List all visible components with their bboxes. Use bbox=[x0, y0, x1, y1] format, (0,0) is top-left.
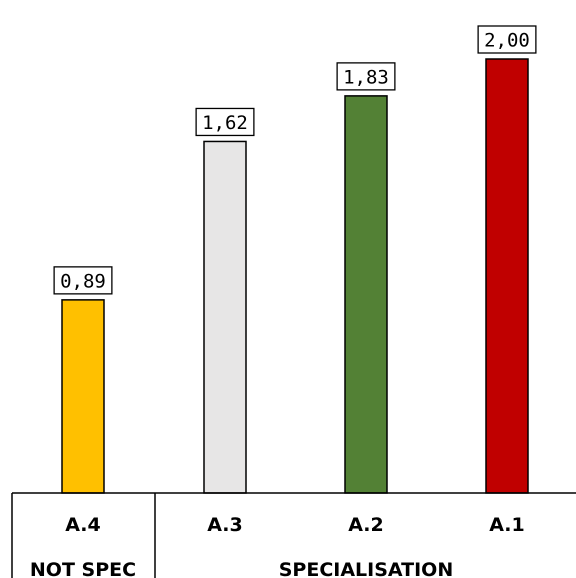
value-label: 0,89 bbox=[60, 270, 106, 292]
category-label: A.2 bbox=[348, 514, 384, 536]
category-label: A.4 bbox=[65, 514, 101, 536]
bar-a1 bbox=[485, 58, 529, 494]
bar-a3 bbox=[203, 140, 247, 494]
value-label: 1,83 bbox=[343, 66, 389, 88]
value-label-box bbox=[53, 266, 113, 295]
category-axis bbox=[11, 492, 576, 578]
value-labels-layer: 0,89 1,62 1,83 2,00 bbox=[53, 25, 537, 295]
value-label-box bbox=[477, 25, 537, 54]
value-label: 1,62 bbox=[202, 112, 248, 134]
value-label: 2,00 bbox=[484, 30, 530, 52]
category-label: A.1 bbox=[489, 514, 525, 536]
group-labels-layer: NOT SPEC SPECIALISATION bbox=[30, 559, 453, 578]
group-label: NOT SPEC bbox=[30, 559, 136, 578]
group-label: SPECIALISATION bbox=[279, 559, 453, 578]
value-label-box bbox=[195, 107, 255, 137]
bar-a2 bbox=[344, 95, 388, 494]
bar-a4 bbox=[61, 299, 105, 494]
category-label: A.3 bbox=[207, 514, 243, 536]
value-label-box bbox=[336, 62, 396, 91]
bars-layer bbox=[61, 58, 529, 494]
category-labels-layer: A.4 A.3 A.2 A.1 bbox=[65, 514, 525, 536]
